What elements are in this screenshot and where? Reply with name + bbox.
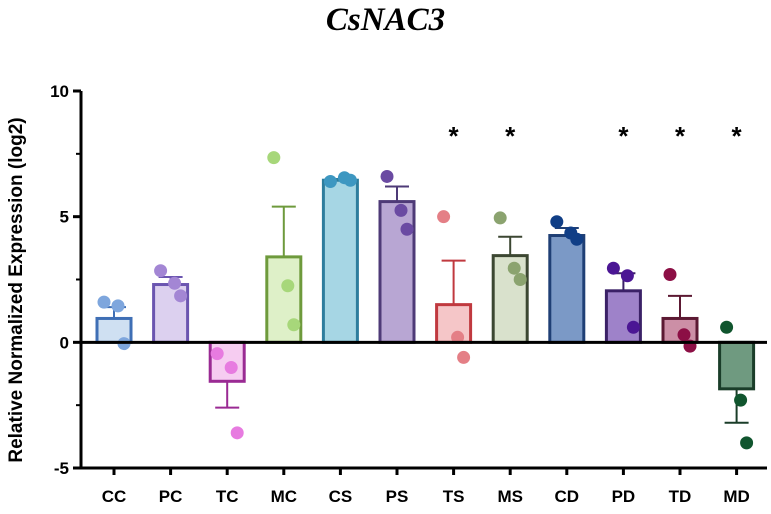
x-tick-label-ps: PS: [386, 487, 409, 506]
x-tick-label-ms: MS: [497, 487, 523, 506]
data-point-tc: [230, 426, 244, 440]
x-tick-label-pc: PC: [159, 487, 183, 506]
x-tick-label-td: TD: [669, 487, 692, 506]
x-tick-label-cs: CS: [329, 487, 353, 506]
data-point-ms: [493, 211, 507, 225]
data-point-pc: [154, 264, 168, 278]
data-point-ms: [507, 261, 521, 275]
data-point-ms: [513, 273, 527, 286]
x-tick-label-pd: PD: [612, 487, 636, 506]
data-point-md: [720, 320, 734, 334]
significance-marker-md: *: [732, 121, 743, 151]
bar-pd: [604, 289, 642, 344]
data-point-ps: [400, 222, 414, 236]
y-tick-label: 0: [60, 333, 69, 352]
data-point-td: [663, 267, 677, 281]
data-point-tc: [224, 360, 238, 374]
data-point-cs: [323, 174, 337, 188]
data-point-md: [734, 393, 748, 407]
data-point-pd: [606, 261, 620, 275]
bar-ps: [378, 200, 416, 344]
significance-marker-ms: *: [505, 121, 516, 151]
x-tick-label-tc: TC: [216, 487, 239, 506]
data-point-cd: [570, 232, 584, 246]
chart-title: CsNAC3: [325, 2, 446, 38]
data-point-ps: [380, 169, 394, 183]
significance-marker-pd: *: [618, 121, 629, 151]
x-tick-label-cc: CC: [102, 487, 127, 506]
data-point-mc: [281, 279, 295, 293]
data-point-ps: [394, 203, 408, 217]
data-point-md: [740, 436, 754, 450]
x-tick-label-cd: CD: [555, 487, 580, 506]
significance-marker-ts: *: [449, 121, 460, 151]
data-point-cc: [97, 295, 111, 309]
data-point-mc: [287, 318, 301, 332]
data-point-ts: [437, 210, 451, 224]
y-tick-label: -5: [54, 459, 69, 478]
y-tick-label: 5: [60, 208, 69, 227]
data-point-pc: [168, 276, 182, 290]
bar-md: [718, 340, 756, 391]
significance-marker-td: *: [675, 121, 686, 151]
y-tick-label: 10: [50, 82, 69, 101]
data-point-cd: [550, 215, 564, 229]
bar-tc: [208, 340, 246, 383]
data-point-cs: [343, 173, 357, 187]
data-point-pd: [626, 320, 640, 334]
data-point-td: [677, 328, 691, 342]
x-tick-label-mc: MC: [271, 487, 297, 506]
data-point-ts: [457, 350, 471, 364]
data-point-tc: [210, 347, 224, 361]
data-point-mc: [267, 151, 281, 165]
data-point-pc: [174, 289, 188, 303]
data-point-pd: [620, 269, 634, 283]
bar-cs: [321, 178, 359, 344]
data-point-cc: [111, 299, 125, 313]
x-tick-label-md: MD: [723, 487, 749, 506]
data-point-ts: [451, 330, 465, 344]
x-tick-label-ts: TS: [443, 487, 465, 506]
bar-cd: [548, 234, 586, 344]
